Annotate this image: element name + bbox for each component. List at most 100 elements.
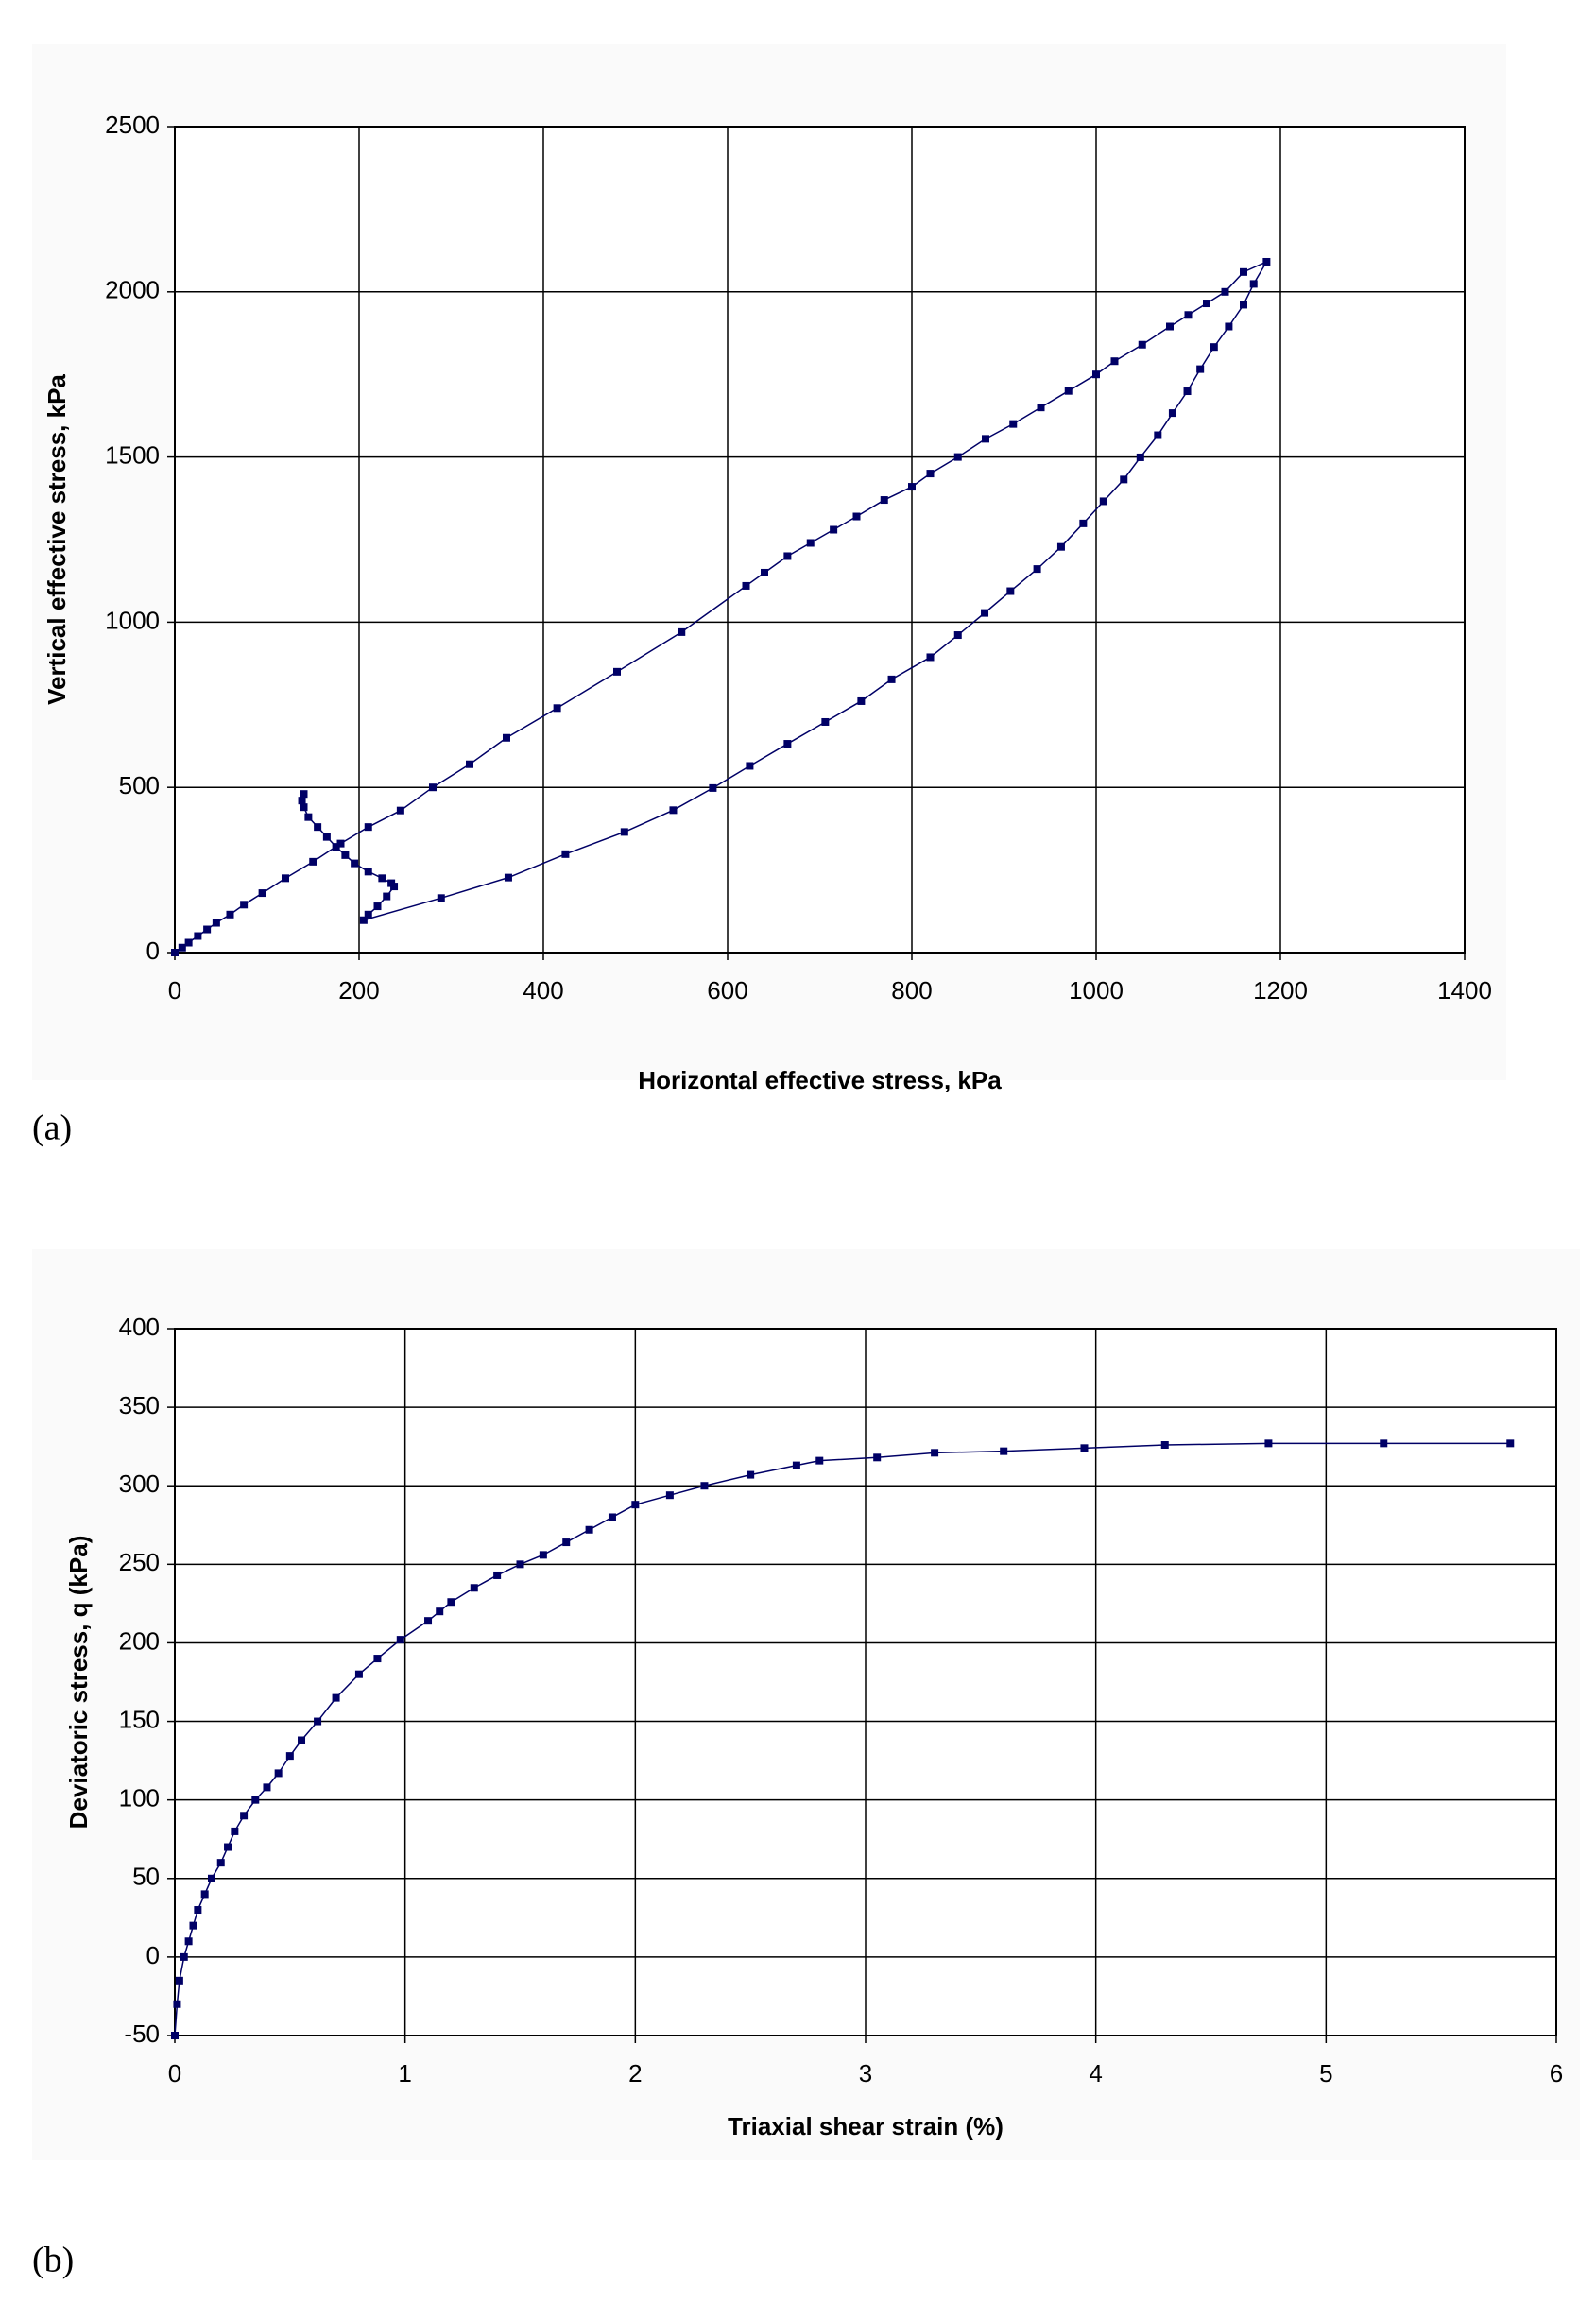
data-point (931, 1449, 939, 1457)
x-tick-label: 400 (523, 976, 563, 1005)
data-point (1099, 497, 1107, 506)
data-point (1006, 587, 1015, 595)
y-tick-label: 1000 (105, 606, 160, 634)
data-point (364, 823, 372, 832)
y-tick-label: 350 (119, 1391, 160, 1419)
data-point (1196, 365, 1205, 373)
data-point (171, 2032, 179, 2039)
data-point (359, 916, 368, 924)
x-tick-label: 6 (1550, 2059, 1563, 2088)
data-point (240, 1812, 249, 1820)
data-point (880, 496, 888, 505)
x-tick-label: 1200 (1253, 976, 1308, 1005)
data-point (1210, 343, 1218, 352)
data-point (383, 892, 391, 901)
y-tick-label: 1500 (105, 440, 160, 469)
data-point (553, 704, 561, 713)
data-point (200, 1890, 209, 1899)
data-point (1240, 301, 1247, 309)
data-point (981, 609, 989, 617)
data-point (300, 803, 308, 812)
data-point (700, 1482, 709, 1490)
data-point (1092, 370, 1100, 379)
data-point (285, 1752, 294, 1761)
data-point (1380, 1439, 1388, 1448)
data-point (783, 552, 792, 560)
x-tick-label: 0 (168, 2059, 181, 2088)
data-point (613, 667, 621, 676)
data-point (1138, 340, 1146, 349)
data-point (742, 581, 750, 590)
data-point (608, 1513, 616, 1521)
data-point (539, 1551, 547, 1559)
y-tick-label: -50 (124, 2019, 160, 2048)
data-point (390, 883, 399, 891)
data-point (561, 850, 570, 858)
data-point (1264, 1439, 1273, 1448)
data-point (747, 1470, 755, 1479)
data-point (341, 851, 350, 859)
data-point (216, 1859, 225, 1867)
data-point (830, 525, 838, 534)
y-axis-title: Vertical effective stress, kPa (43, 374, 71, 705)
data-point (336, 839, 345, 848)
x-tick-label: 3 (859, 2059, 872, 2088)
data-point (332, 1693, 340, 1702)
data-point (1249, 280, 1258, 288)
data-point (815, 1456, 824, 1465)
y-tick-label: 2000 (105, 276, 160, 304)
data-point (314, 823, 322, 832)
x-tick-label: 0 (168, 976, 181, 1005)
data-point (516, 1560, 524, 1569)
data-point (821, 717, 830, 726)
data-point (212, 919, 220, 927)
data-point (1120, 475, 1128, 484)
data-point (351, 859, 359, 868)
y-tick-label: 150 (119, 1705, 160, 1733)
data-point (709, 783, 717, 792)
data-point (1221, 287, 1229, 296)
data-point (806, 539, 815, 547)
data-point (857, 696, 866, 705)
data-point (926, 653, 935, 662)
data-point (926, 470, 935, 478)
y-tick-label: 0 (146, 937, 160, 965)
data-point (504, 873, 512, 882)
data-point (447, 1598, 455, 1607)
x-axis-title: Triaxial shear strain (%) (728, 2112, 1004, 2140)
data-point (761, 568, 768, 576)
data-point (194, 1906, 202, 1915)
data-point (332, 843, 340, 851)
panel-label: (a) (32, 1108, 72, 1148)
data-point (424, 1617, 433, 1625)
data-point (224, 1843, 232, 1851)
data-point (436, 1607, 444, 1616)
data-point (1184, 311, 1193, 319)
data-point (171, 949, 179, 956)
data-point (309, 857, 317, 866)
data-point (354, 1670, 363, 1678)
data-point (178, 943, 186, 952)
data-point (1160, 1441, 1169, 1450)
x-tick-label: 1 (398, 2059, 411, 2088)
data-point (240, 901, 249, 909)
y-tick-label: 2500 (105, 111, 160, 139)
data-point (173, 2000, 181, 2008)
data-point (184, 1937, 193, 1946)
y-tick-label: 50 (132, 1863, 160, 1891)
data-point (1033, 565, 1041, 574)
y-tick-label: 300 (119, 1469, 160, 1498)
data-point (620, 828, 628, 836)
x-tick-label: 4 (1089, 2059, 1102, 2088)
y-tick-label: 250 (119, 1548, 160, 1576)
data-point (1506, 1439, 1515, 1448)
data-point (274, 1769, 283, 1778)
x-axis-title: Horizontal effective stress, kPa (638, 1066, 1002, 1094)
data-point (783, 740, 792, 748)
data-point (282, 874, 289, 883)
data-point (466, 760, 473, 768)
data-point (263, 1783, 271, 1792)
data-point (396, 1636, 404, 1644)
data-point (207, 1874, 215, 1882)
